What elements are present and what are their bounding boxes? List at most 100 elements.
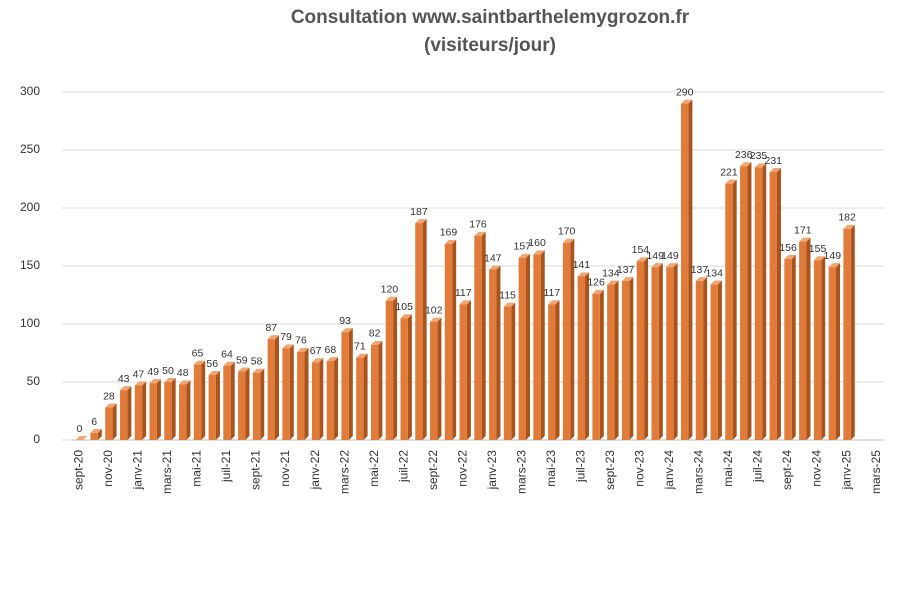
bar-top xyxy=(518,253,530,258)
value-label: 64 xyxy=(221,349,233,361)
bar xyxy=(370,344,379,440)
bar-top xyxy=(828,263,841,268)
bar xyxy=(223,365,231,440)
bar-side xyxy=(156,379,161,440)
bar xyxy=(415,223,423,440)
chart-title: Consultation www.saintbarthelemygrozon.f… xyxy=(291,7,690,28)
bar-top xyxy=(282,344,294,349)
bar xyxy=(710,284,718,440)
bar xyxy=(341,332,349,440)
bar-top xyxy=(548,300,560,305)
bar-side xyxy=(762,163,767,440)
value-label: 67 xyxy=(310,345,322,357)
bar-top xyxy=(725,179,737,184)
bar xyxy=(326,361,335,440)
bar xyxy=(119,390,128,440)
y-tick-label: 250 xyxy=(20,142,40,156)
bar-top xyxy=(105,403,117,408)
bar xyxy=(769,172,777,441)
bar xyxy=(489,269,497,440)
value-label: 149 xyxy=(646,250,664,262)
bar-side xyxy=(850,224,855,440)
bar xyxy=(252,372,261,440)
value-label: 126 xyxy=(587,277,605,289)
chart-subtitle: (visiteurs/jour) xyxy=(424,35,556,56)
bar-top xyxy=(813,256,826,261)
bar-side xyxy=(112,403,117,440)
bar-top xyxy=(223,361,235,366)
bar xyxy=(297,351,305,440)
bar-side xyxy=(452,239,457,440)
bar-side xyxy=(481,231,486,440)
bar-top xyxy=(843,224,855,229)
value-label: 68 xyxy=(325,344,337,356)
bar-side xyxy=(378,340,383,440)
bar-side xyxy=(466,300,471,440)
bar xyxy=(400,318,408,440)
value-label: 134 xyxy=(705,267,723,279)
y-tick-label: 50 xyxy=(27,374,41,388)
x-tick-label: juil-22 xyxy=(396,450,410,483)
x-tick-label: nov-20 xyxy=(101,450,115,487)
bar-side xyxy=(555,300,560,440)
bar-top xyxy=(149,379,161,384)
bar-top xyxy=(769,168,781,173)
bar-side xyxy=(201,360,206,440)
bar xyxy=(134,385,143,440)
bar-top xyxy=(444,239,457,244)
bar-top xyxy=(754,163,767,168)
bar-top xyxy=(651,263,663,268)
bar-top xyxy=(577,272,590,277)
bar-top xyxy=(415,219,427,224)
x-tick-label: mai-23 xyxy=(544,450,558,487)
value-label: 79 xyxy=(280,331,292,343)
value-label: 236 xyxy=(735,149,753,161)
bar-top xyxy=(311,358,324,363)
bar xyxy=(681,103,689,440)
bar-side xyxy=(540,250,545,440)
y-tick-label: 300 xyxy=(20,84,40,98)
x-tick-label: janv-21 xyxy=(131,450,145,491)
x-tick-label: juil-24 xyxy=(751,450,765,483)
bar xyxy=(548,304,556,440)
x-tick-label: mai-21 xyxy=(190,450,204,487)
bar-top xyxy=(621,277,634,282)
bar-top xyxy=(238,367,250,372)
bar-side xyxy=(496,265,501,440)
value-label: 47 xyxy=(133,368,145,380)
bar xyxy=(607,284,615,440)
bar-side xyxy=(717,280,722,440)
bar xyxy=(592,293,600,440)
bar xyxy=(179,384,187,440)
bar-side xyxy=(334,357,339,440)
value-label: 160 xyxy=(528,237,546,249)
bar xyxy=(621,281,630,440)
bar-top xyxy=(370,340,383,345)
x-tick-label: nov-23 xyxy=(633,450,647,487)
bar-side xyxy=(319,358,324,440)
value-label: 221 xyxy=(720,166,738,178)
x-tick-label: juil-21 xyxy=(219,450,233,483)
bar-side xyxy=(599,289,604,440)
bar-top xyxy=(119,386,132,391)
bar-side xyxy=(821,256,826,440)
bar-side xyxy=(688,99,693,440)
bar-side xyxy=(407,314,412,440)
bar-top xyxy=(193,360,206,365)
bar-side xyxy=(260,368,265,440)
bar xyxy=(562,242,571,440)
value-label: 43 xyxy=(118,373,130,385)
value-label: 231 xyxy=(765,155,783,167)
x-tick-label: sept-24 xyxy=(780,450,794,490)
value-label: 0 xyxy=(76,423,82,435)
bar xyxy=(356,357,364,440)
bar-top xyxy=(503,302,516,307)
bar xyxy=(843,228,851,440)
bar-top xyxy=(326,357,339,362)
bar-side xyxy=(215,371,220,440)
bar-top xyxy=(356,353,368,358)
bar xyxy=(444,243,453,440)
bar-side xyxy=(806,237,811,440)
bar xyxy=(385,300,394,440)
